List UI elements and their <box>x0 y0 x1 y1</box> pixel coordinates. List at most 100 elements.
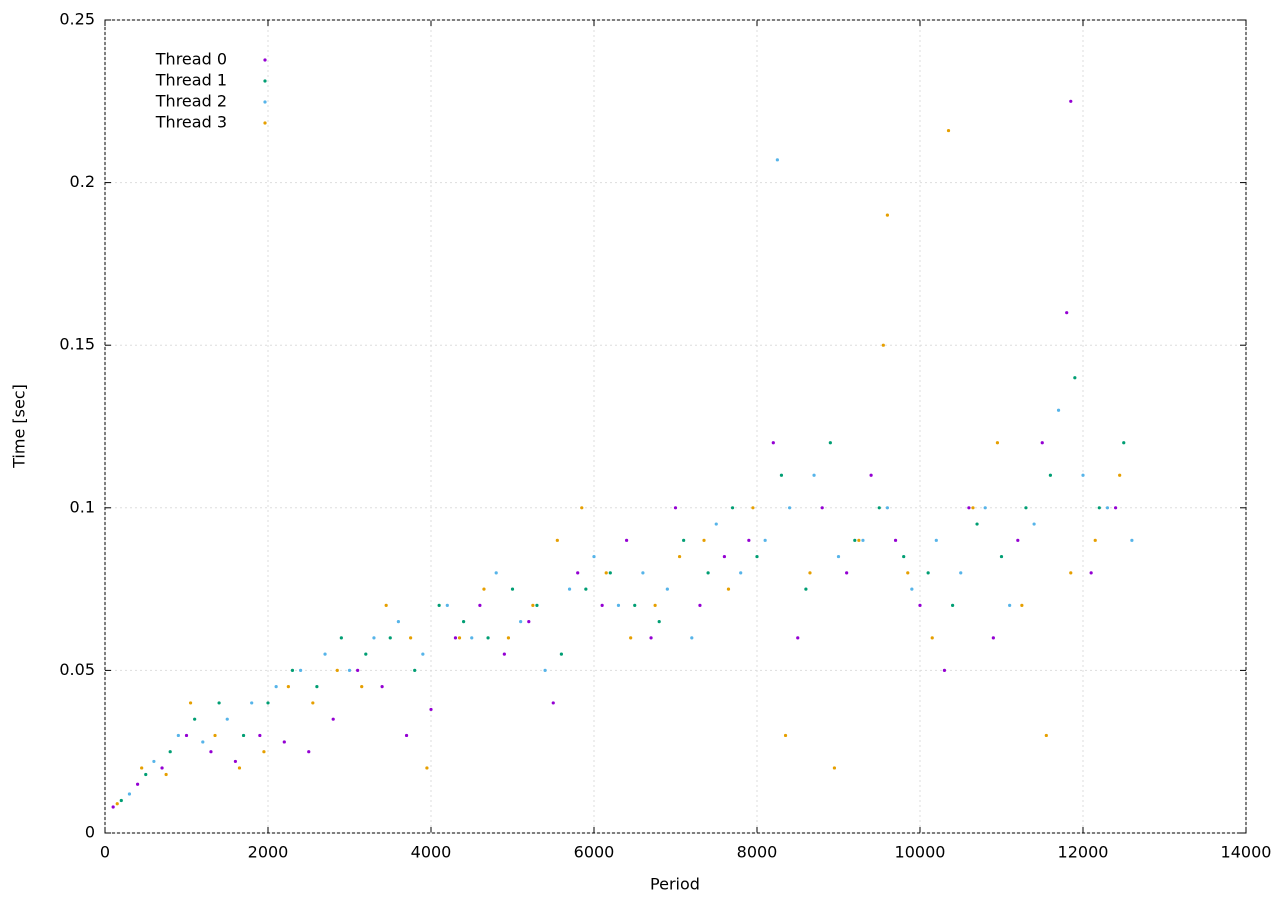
point <box>274 685 278 689</box>
point <box>409 636 413 640</box>
x-axis-label: Period <box>650 875 700 894</box>
point <box>1020 603 1024 607</box>
point <box>201 740 205 744</box>
point <box>1056 408 1061 412</box>
point <box>396 620 400 624</box>
point <box>311 701 315 705</box>
point <box>486 636 490 640</box>
point <box>906 571 910 575</box>
point <box>698 603 702 607</box>
point <box>755 554 759 559</box>
point <box>152 759 156 764</box>
point <box>1024 506 1028 510</box>
point <box>845 571 849 575</box>
point <box>299 668 303 673</box>
point <box>853 538 857 542</box>
point <box>250 701 254 705</box>
point <box>832 766 837 770</box>
legend-marker <box>263 58 267 62</box>
point <box>380 685 384 689</box>
point <box>857 538 861 542</box>
point <box>673 506 678 510</box>
point <box>144 772 148 777</box>
point <box>584 587 588 591</box>
point <box>213 733 217 738</box>
point <box>1069 99 1073 103</box>
point <box>290 668 295 673</box>
point <box>1118 473 1122 477</box>
point <box>1044 733 1048 738</box>
point <box>763 538 767 542</box>
legend-label: Thread 2 <box>155 92 227 111</box>
x-tick-label: 14000 <box>1221 843 1272 862</box>
point <box>726 587 731 591</box>
point <box>1065 311 1069 315</box>
point <box>771 441 775 445</box>
point <box>1016 538 1020 542</box>
point <box>233 759 237 764</box>
point <box>111 805 115 809</box>
point <box>951 603 955 607</box>
point <box>470 636 474 640</box>
point <box>967 506 971 510</box>
point <box>164 772 168 777</box>
x-tick-label: 10000 <box>895 843 946 862</box>
point <box>975 522 979 526</box>
point <box>494 571 498 575</box>
point <box>788 506 792 510</box>
point <box>347 668 352 673</box>
x-tick-label: 6000 <box>574 843 615 862</box>
point <box>902 554 906 559</box>
point <box>331 717 335 721</box>
point <box>616 603 621 607</box>
point <box>555 538 559 542</box>
plot-frame <box>104 19 1247 834</box>
legend-marker <box>263 79 267 83</box>
point <box>885 506 890 510</box>
point <box>551 701 555 705</box>
point <box>995 441 1000 445</box>
point <box>706 571 710 575</box>
y-axis-label: Time [sec] <box>10 384 29 469</box>
point <box>804 587 808 591</box>
point <box>1122 441 1126 445</box>
point <box>323 652 327 656</box>
point <box>262 750 266 754</box>
point <box>600 603 604 607</box>
point <box>140 766 144 770</box>
point <box>942 668 947 673</box>
point <box>1114 506 1118 510</box>
point <box>604 571 608 575</box>
point <box>946 128 951 133</box>
point <box>739 571 743 575</box>
point <box>926 571 930 575</box>
point <box>543 668 547 673</box>
point <box>478 603 482 607</box>
point <box>404 733 409 738</box>
point <box>885 213 890 217</box>
point <box>119 798 123 803</box>
point <box>531 603 535 607</box>
point <box>421 652 425 656</box>
point <box>429 707 433 712</box>
point <box>241 733 246 738</box>
point <box>629 636 633 640</box>
point <box>682 538 686 542</box>
point <box>258 733 262 738</box>
point <box>160 766 164 770</box>
point <box>861 538 865 542</box>
point <box>193 717 197 721</box>
point <box>364 652 368 656</box>
point <box>576 571 580 575</box>
point <box>527 620 531 624</box>
point <box>783 733 788 738</box>
point <box>225 717 229 721</box>
point <box>1048 473 1052 477</box>
point <box>991 636 995 640</box>
point <box>934 538 938 542</box>
point <box>445 603 449 607</box>
legend-label: Thread 1 <box>155 71 227 90</box>
point <box>999 554 1004 559</box>
point <box>1089 571 1093 575</box>
